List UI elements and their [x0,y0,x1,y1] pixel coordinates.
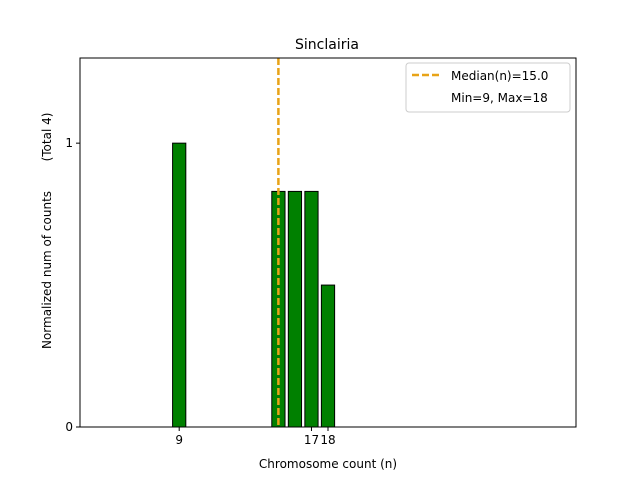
legend-minmax-label: Min=9, Max=18 [451,91,548,105]
x-tick-label-9: 9 [175,433,183,447]
y-axis-label: Normalized num of counts [40,191,54,349]
bars-layer [172,142,336,428]
y-axis-ticks: 01 [65,136,80,434]
legend: Median(n)=15.0 Min=9, Max=18 [405,62,571,113]
y-tick-label-0: 0 [65,420,73,434]
chart-title: Sinclairia [295,37,359,53]
bar-n-17 [304,190,319,428]
x-axis-label: Chromosome count (n) [259,457,397,471]
y-axis-total-note: (Total 4) [40,113,54,162]
legend-median-label: Median(n)=15.0 [451,69,548,83]
bar-n-9 [172,142,187,428]
bar-n-16 [287,190,303,428]
bar-n-18 [320,284,336,428]
x-axis-ticks: 9 17 18 [175,427,336,447]
x-tick-label-17: 17 [304,433,319,447]
y-tick-label-1: 1 [65,136,73,150]
legend-box [405,62,571,113]
x-tick-label-18: 18 [320,433,335,447]
